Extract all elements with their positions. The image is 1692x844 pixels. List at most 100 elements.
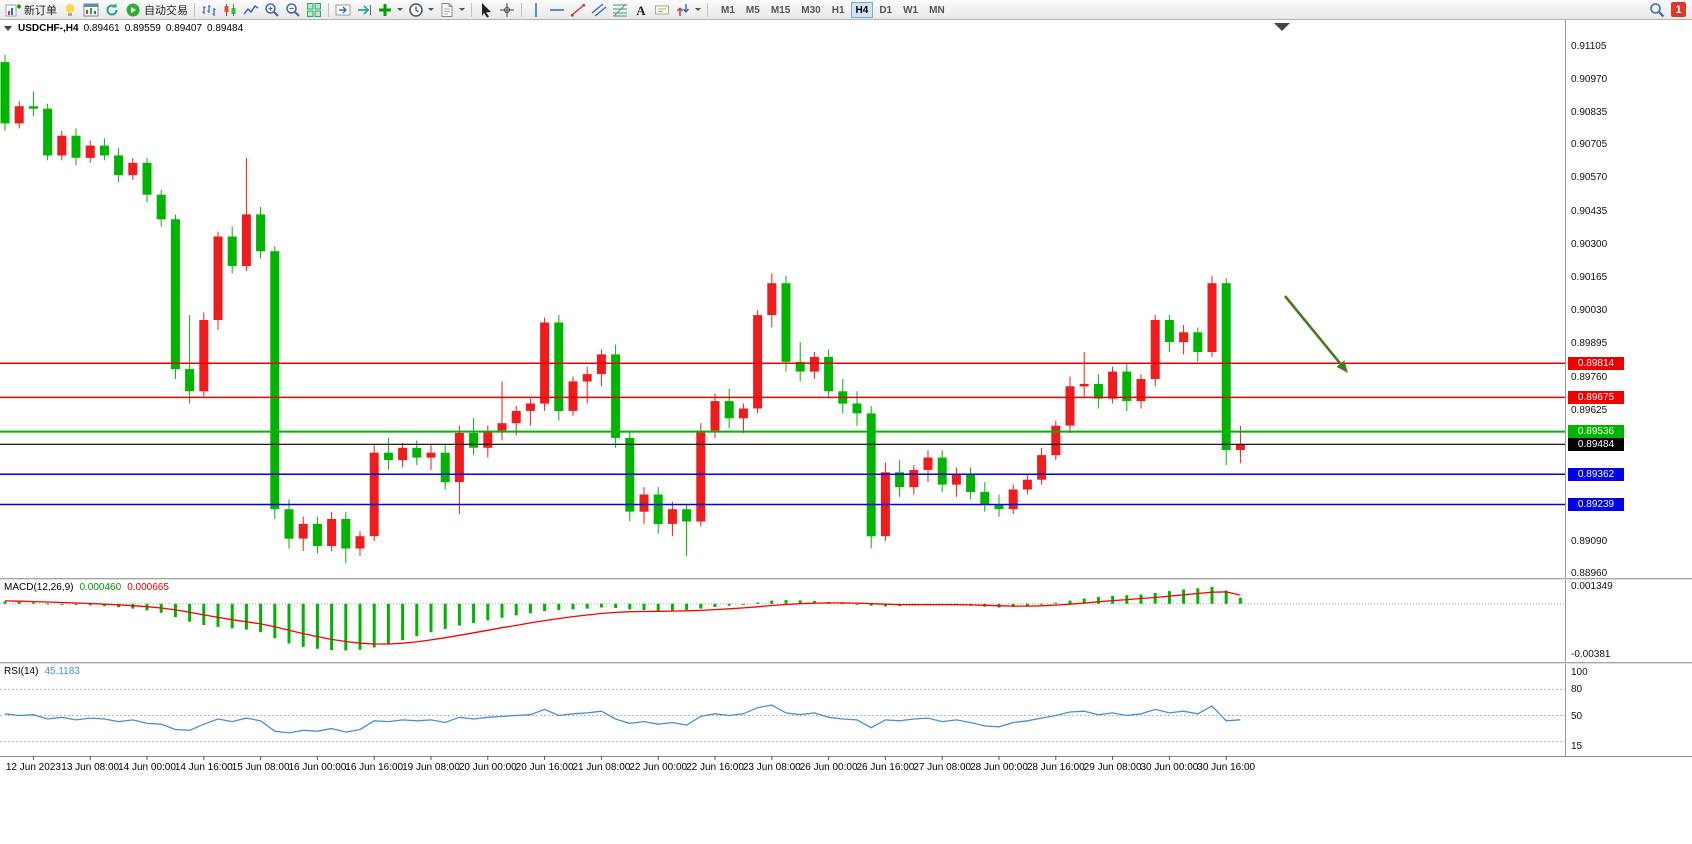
price-tick-label: 0.90030	[1571, 305, 1608, 316]
arrow-annotation[interactable]	[1283, 295, 1342, 365]
templates-button[interactable]	[437, 1, 467, 19]
horizontal-line-icon	[549, 2, 565, 18]
periods-button[interactable]	[406, 1, 436, 19]
time-tick-label: 19 Jun 08:00	[402, 762, 460, 773]
current-price-badge: 0.89484	[1568, 438, 1624, 451]
cursor-button[interactable]	[476, 1, 496, 19]
zoom-out-button[interactable]	[283, 1, 303, 19]
arrow-annotation-head[interactable]	[1336, 360, 1349, 374]
market-watch-button[interactable]	[81, 1, 101, 19]
toolbar-separator	[707, 2, 708, 17]
text-button[interactable]: A	[631, 1, 651, 19]
chart-shift-button[interactable]	[333, 1, 353, 19]
vertical-line-button[interactable]	[526, 1, 546, 19]
search-button[interactable]	[1647, 1, 1667, 19]
bar-chart-icon	[201, 2, 217, 18]
time-tick-label: 20 Jun 16:00	[516, 762, 574, 773]
time-tick-label: 23 Jun 08:00	[743, 762, 801, 773]
macd-panel-canvas[interactable]	[0, 580, 1565, 662]
price-tick-label: 0.89895	[1571, 338, 1608, 349]
price-tick-label: 0.88960	[1571, 568, 1608, 579]
panel-splitter[interactable]	[0, 662, 1692, 664]
ideas-button[interactable]	[60, 1, 80, 19]
autotrading-button[interactable]: 自动交易	[123, 1, 190, 19]
rsi-line	[4, 704, 1241, 734]
line-price-badge: 0.89536	[1568, 425, 1624, 438]
new-order-button-label: 新订单	[24, 4, 57, 17]
high-value: 0.89559	[124, 23, 161, 34]
channel-icon	[591, 2, 607, 18]
timeframe-w1[interactable]: W1	[903, 4, 919, 16]
new-order-button[interactable]: 新订单	[3, 1, 59, 19]
toolbar-separator	[521, 2, 522, 17]
fibonacci-button[interactable]	[610, 1, 630, 19]
timeframe-m30[interactable]: M30	[801, 4, 821, 16]
time-tick-label: 30 Jun 16:00	[1197, 762, 1255, 773]
timeframe-mn[interactable]: MN	[929, 4, 945, 16]
main-chart-canvas[interactable]	[0, 20, 1565, 578]
label-button[interactable]	[652, 1, 672, 19]
chart-quote-header: USDCHF-,H4 0.89461 0.89559 0.89407 0.894…	[4, 23, 243, 34]
auto-scroll-button[interactable]	[354, 1, 374, 19]
time-tick-label: 22 Jun 00:00	[629, 762, 687, 773]
collapse-toggle-icon[interactable]	[4, 26, 12, 31]
timeframe-group: M1 M5 M15 M30 H1 H4 D1 W1 MN	[716, 1, 950, 18]
time-axis[interactable]: 12 Jun 2023 13 Jun 08:00 14 Jun 00:00 14 Ju…	[0, 756, 1692, 776]
dropdown-caret-icon	[397, 8, 403, 11]
timeframe-h4[interactable]: H4	[850, 1, 874, 18]
crosshair-button[interactable]	[497, 1, 517, 19]
notification-badge[interactable]: 1	[1671, 2, 1686, 17]
dropdown-caret-icon	[695, 8, 701, 11]
timeframe-d1[interactable]: D1	[879, 4, 893, 16]
toolbar: 新订单 自动交易 A M1 M5 M15 M30 H1 H4 D1 W1 MN 1	[0, 0, 1692, 20]
tile-windows-button[interactable]	[304, 1, 324, 19]
dropdown-caret-icon	[428, 8, 434, 11]
price-tick-label: 0.90300	[1571, 239, 1608, 250]
price-tick-label: 0.90435	[1571, 206, 1608, 217]
indicators-button[interactable]	[375, 1, 405, 19]
toolbar-separator	[471, 2, 472, 17]
market-watch-icon	[83, 2, 99, 18]
horizontal-line-button[interactable]	[547, 1, 567, 19]
rsi-panel-canvas[interactable]	[0, 664, 1565, 756]
auto-scroll-icon	[356, 2, 372, 18]
time-tick-label: 26 Jun 16:00	[856, 762, 914, 773]
cursor-icon	[478, 2, 494, 18]
new-order-icon	[5, 2, 21, 18]
zoom-out-icon	[285, 2, 301, 18]
arrows-icon	[675, 2, 691, 18]
panel-splitter[interactable]	[0, 578, 1692, 580]
zoom-in-button[interactable]	[262, 1, 282, 19]
refresh-button[interactable]	[102, 1, 122, 19]
price-tick-label: 0.89760	[1571, 372, 1608, 383]
time-tick-label: 13 Jun 08:00	[61, 762, 119, 773]
timeframe-m1[interactable]: M1	[721, 4, 735, 16]
lightbulb-icon	[62, 2, 78, 18]
time-tick-label: 26 Jun 00:00	[800, 762, 858, 773]
line-price-badge: 0.89675	[1568, 391, 1624, 404]
channel-button[interactable]	[589, 1, 609, 19]
autotrading-button-label: 自动交易	[144, 4, 188, 17]
timeframe-m5[interactable]: M5	[745, 4, 760, 16]
macd-histogram	[3, 586, 1242, 651]
price-tick-label: 0.91105	[1571, 41, 1607, 52]
line-price-badge: 0.89239	[1568, 498, 1624, 511]
trendline-button[interactable]	[568, 1, 588, 19]
time-tick-label: 29 Jun 08:00	[1084, 762, 1142, 773]
candlestick-chart-icon	[222, 2, 238, 18]
timeframe-h1[interactable]: H1	[831, 4, 845, 16]
line-chart-type-button[interactable]	[241, 1, 261, 19]
symbol-period-label: USDCHF-,H4	[18, 23, 79, 34]
candlestick-chart-type-button[interactable]	[220, 1, 240, 19]
price-axis[interactable]: 0.91105 0.90970 0.90835 0.90705 0.90570 0.904…	[1565, 20, 1692, 579]
tile-windows-icon	[306, 2, 322, 18]
time-tick-label: 14 Jun 00:00	[118, 762, 176, 773]
arrows-button[interactable]	[673, 1, 703, 19]
bar-chart-type-button[interactable]	[199, 1, 219, 19]
rsi-tick-label: 80	[1571, 684, 1583, 695]
zoom-in-icon	[264, 2, 280, 18]
low-value: 0.89407	[165, 23, 203, 34]
timeframe-m15[interactable]: M15	[770, 4, 791, 16]
candlesticks[interactable]	[0, 54, 1245, 564]
